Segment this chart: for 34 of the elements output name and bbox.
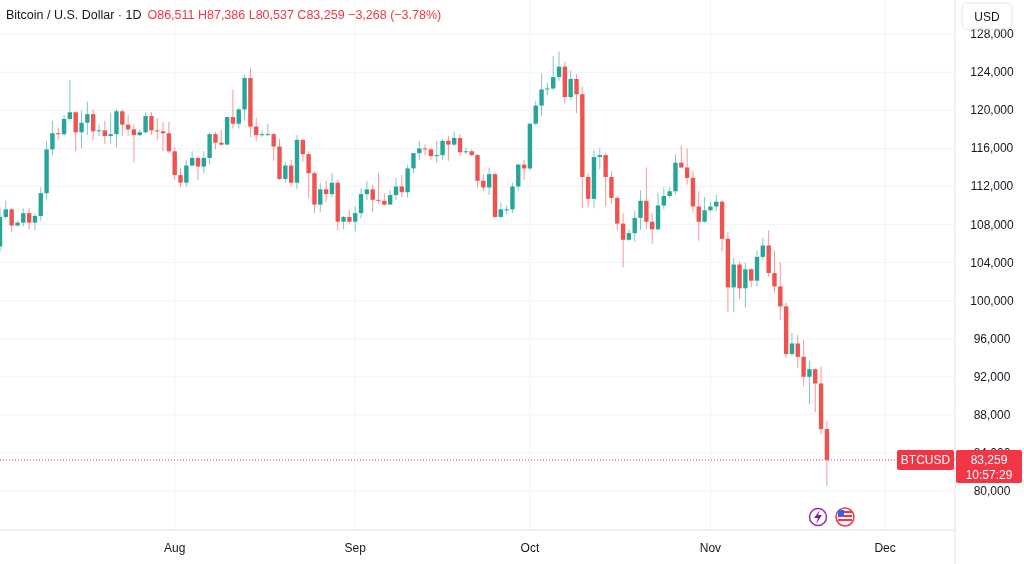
candlestick — [463, 146, 469, 155]
candlestick — [545, 82, 550, 96]
y-tick-label: 92,000 — [973, 369, 1011, 384]
y-tick-label: 108,000 — [970, 217, 1015, 232]
x-tick-label: Dec — [874, 541, 896, 555]
x-tick-label: Sep — [344, 541, 367, 555]
candlestick — [219, 129, 224, 147]
text: Bitcoin / U.S. Dollar · 1D — [6, 8, 142, 22]
x-tick-label: Oct — [520, 541, 540, 555]
candlestick — [265, 123, 271, 137]
y-tick-label: 128,000 — [970, 27, 1015, 42]
y-tick-label: 124,000 — [970, 65, 1015, 80]
y-tick-label: 120,000 — [970, 103, 1015, 118]
candlestick — [428, 146, 434, 161]
candlestick — [32, 212, 38, 231]
candlestick — [56, 127, 61, 141]
y-tick-label: 116,000 — [970, 141, 1014, 156]
candlestick — [259, 129, 265, 138]
x-tick-label: Nov — [699, 541, 722, 555]
y-tick-label: 112,000 — [970, 179, 1014, 194]
text: O86,511 H87,386 L80,537 C83,259 −3,268 (−3.78%) — [147, 8, 442, 22]
text: 83,259 — [970, 452, 1008, 467]
candlestick — [626, 228, 632, 242]
text: 10:57:29 — [965, 467, 1013, 482]
y-axis-title: USD — [974, 10, 1000, 24]
y-tick-label: 96,000 — [973, 331, 1011, 346]
candlestick — [422, 144, 428, 156]
y-tick-label: 104,000 — [970, 255, 1015, 270]
x-tick-label: Aug — [164, 541, 186, 555]
ref-line-label: BTCUSD — [900, 452, 951, 467]
y-tick-label: 80,000 — [973, 483, 1011, 498]
y-tick-label: 100,000 — [970, 293, 1015, 308]
candlestick — [96, 124, 102, 137]
y-tick-label: 88,000 — [973, 407, 1011, 422]
